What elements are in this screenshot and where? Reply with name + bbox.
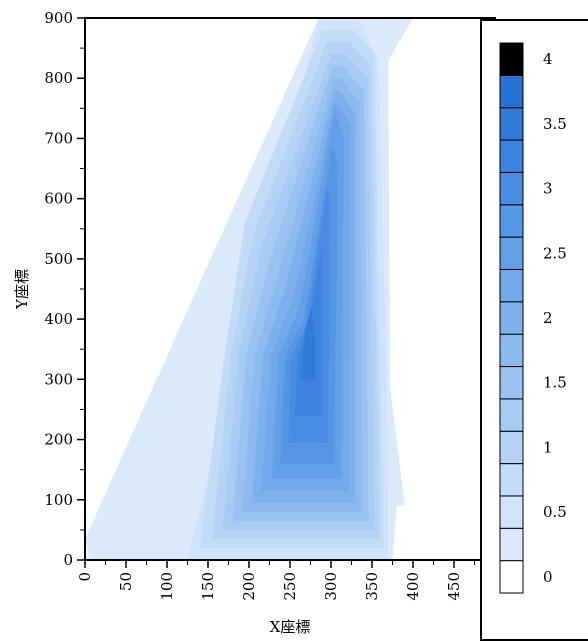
y-tick-label: 500 bbox=[44, 250, 73, 268]
y-axis-title: Y座標 bbox=[13, 269, 31, 310]
x-tick-label: 300 bbox=[322, 572, 340, 601]
colorbar-label: 4 bbox=[543, 50, 553, 68]
y-tick-label: 300 bbox=[44, 370, 73, 388]
colorbar-swatch bbox=[499, 333, 524, 368]
colorbar-label: 0 bbox=[543, 568, 553, 586]
colorbar-swatch bbox=[499, 204, 524, 238]
colorbar-swatch bbox=[499, 430, 524, 465]
x-axis: 0 50 100 150 200 250 300 350 400 450 bbox=[76, 560, 475, 601]
y-tick-label: 900 bbox=[44, 9, 73, 27]
colorbar-swatch bbox=[499, 527, 524, 562]
colorbar-swatch bbox=[499, 560, 524, 594]
colorbar-label: 3 bbox=[543, 180, 553, 198]
contour-band-13 bbox=[300, 307, 316, 380]
colorbar-swatch bbox=[499, 366, 524, 400]
y-tick-label: 600 bbox=[44, 190, 73, 208]
y-tick-label: 800 bbox=[44, 69, 73, 87]
x-tick-label: 0 bbox=[76, 572, 94, 582]
colorbar-swatch bbox=[499, 236, 524, 270]
colorbar-label: 1 bbox=[543, 438, 553, 456]
x-tick-label: 250 bbox=[281, 572, 299, 601]
y-tick-label: 700 bbox=[44, 129, 73, 147]
x-tick-label: 400 bbox=[404, 572, 422, 601]
colorbar-label: 3.5 bbox=[543, 115, 567, 133]
y-tick-label: 400 bbox=[44, 310, 73, 328]
colorbar: 0 0.5 1 1.5 2 2.5 3 3.5 4 bbox=[499, 42, 567, 594]
colorbar-swatch bbox=[499, 463, 524, 497]
y-tick-label: 0 bbox=[63, 551, 73, 569]
x-tick-label: 350 bbox=[363, 572, 381, 601]
colorbar-label: 2.5 bbox=[543, 244, 567, 262]
colorbar-swatch bbox=[499, 268, 524, 303]
colorbar-swatch bbox=[499, 398, 524, 432]
colorbar-swatch bbox=[499, 495, 524, 529]
contour-fill-layer bbox=[85, 18, 413, 560]
x-tick-label: 200 bbox=[240, 572, 258, 601]
colorbar-swatch bbox=[499, 42, 524, 76]
colorbar-swatch bbox=[499, 301, 524, 335]
x-tick-label: 150 bbox=[199, 572, 217, 601]
x-axis-title: X座標 bbox=[270, 618, 311, 636]
x-tick-label: 50 bbox=[117, 572, 135, 591]
x-tick-label: 450 bbox=[445, 572, 463, 601]
colorbar-label: 2 bbox=[543, 309, 553, 327]
colorbar-swatch bbox=[499, 139, 524, 173]
colorbar-label: 1.5 bbox=[543, 374, 567, 392]
y-tick-label: 100 bbox=[44, 491, 73, 509]
colorbar-swatch bbox=[499, 171, 524, 206]
colorbar-label: 0.5 bbox=[543, 503, 567, 521]
colorbar-swatch bbox=[499, 74, 524, 109]
y-axis: 0 100 200 300 400 500 600 700 800 900 bbox=[44, 9, 85, 569]
x-tick-label: 100 bbox=[158, 572, 176, 601]
y-tick-label: 200 bbox=[44, 431, 73, 449]
colorbar-swatch bbox=[499, 107, 524, 141]
colorbar-panel bbox=[480, 19, 588, 641]
